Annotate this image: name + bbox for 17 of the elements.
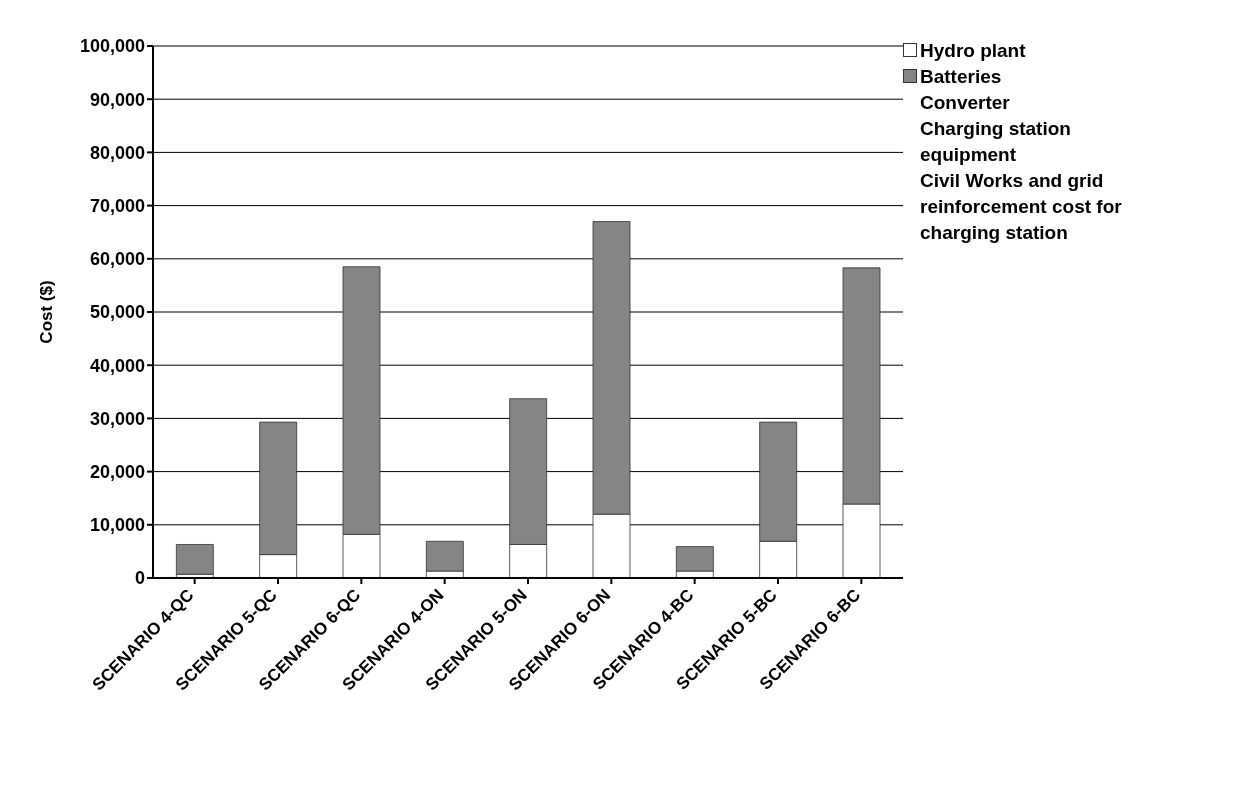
legend-label: Batteries: [920, 65, 1002, 89]
y-tick-label: 90,000: [89, 89, 145, 110]
y-tick-label: 80,000: [89, 142, 145, 163]
y-tick-label: 50,000: [89, 302, 145, 323]
y-tick-label: 60,000: [89, 249, 145, 270]
y-tick-label: 30,000: [89, 408, 145, 429]
text: Charging station equipment: [920, 117, 1072, 167]
y-tick-label: 10,000: [89, 515, 145, 536]
text: Converter: [920, 91, 1010, 115]
y-tick-label: 100,000: [79, 36, 145, 57]
y-tick-label: 40,000: [89, 355, 145, 376]
y-axis-title: Cost ($): [37, 280, 57, 344]
y-tick-label: 20,000: [89, 461, 145, 482]
y-tick-label: 0: [134, 568, 145, 589]
legend-label: Hydro plant: [920, 39, 1026, 63]
text: Civil Works and grid reinforcement cost for charging station: [920, 169, 1123, 245]
y-tick-label: 70,000: [89, 195, 145, 216]
